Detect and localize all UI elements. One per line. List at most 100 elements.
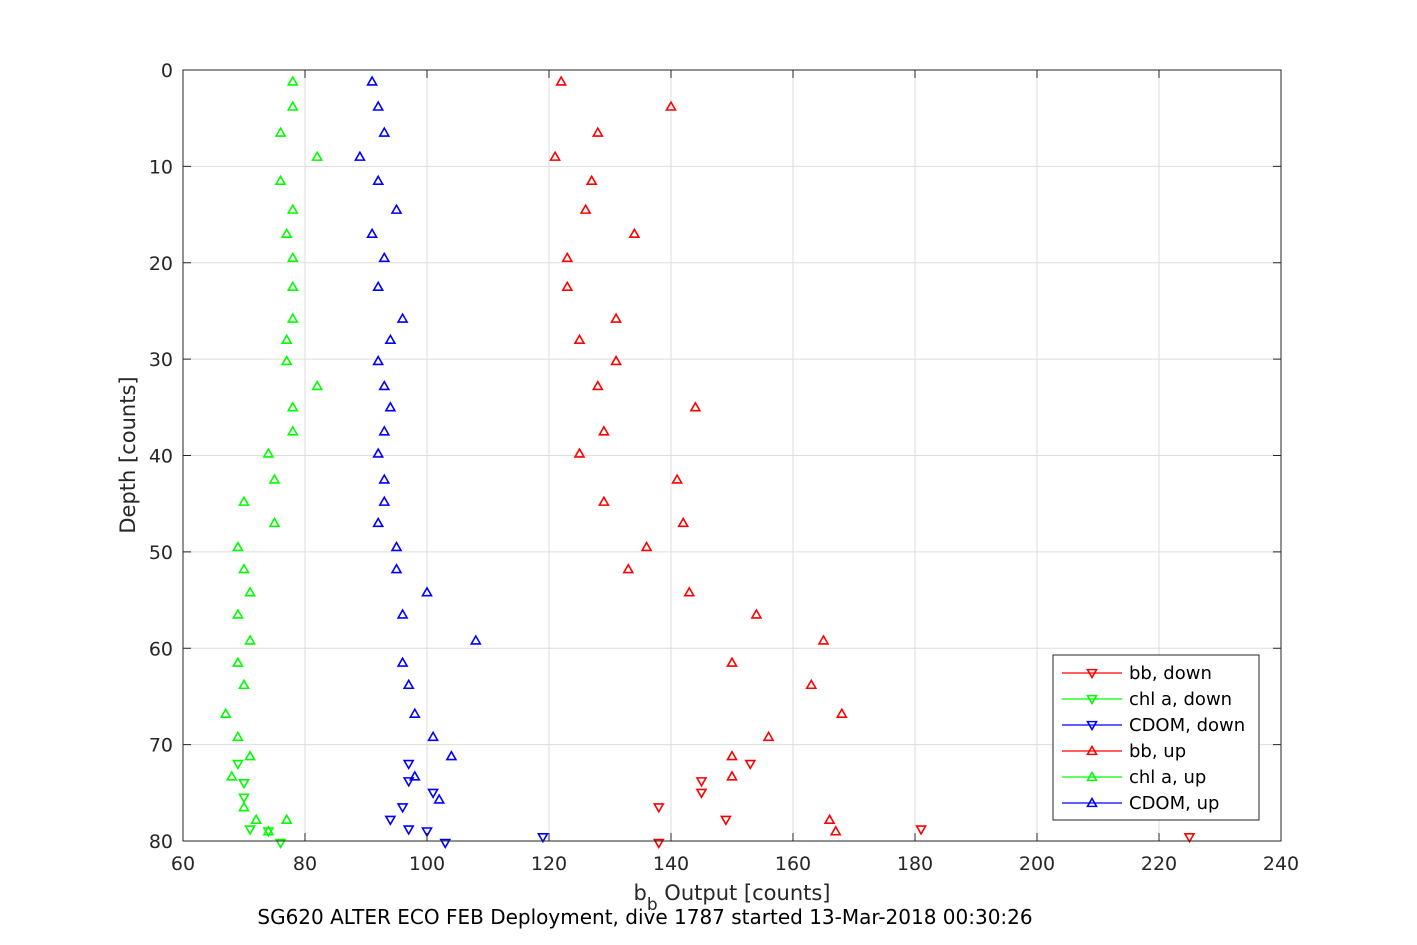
data-point (384, 815, 397, 826)
data-point (225, 770, 238, 781)
series-cdom-down (384, 759, 549, 850)
data-point (390, 563, 403, 574)
x-tick-label: 240 (1263, 853, 1299, 875)
data-point (695, 788, 708, 799)
data-point (238, 495, 250, 506)
data-point (372, 516, 385, 528)
y-tick-label: 10 (149, 156, 173, 178)
series-bb-up (549, 75, 848, 836)
data-point (390, 203, 403, 214)
data-point (573, 333, 586, 345)
data-point (622, 563, 635, 574)
data-point (280, 227, 293, 239)
x-axis-ticks: 60 80 100 120 140 160 180 200 220 240 (171, 70, 1299, 875)
data-point (286, 251, 299, 263)
data-point (683, 586, 696, 597)
legend: bb, down chl a, down CDOM, down bb, up chl a… (1052, 654, 1260, 821)
data-point (640, 540, 653, 552)
data-point (396, 656, 409, 667)
data-point (238, 563, 250, 574)
data-point (915, 825, 927, 836)
data-point (286, 100, 299, 111)
data-point (829, 825, 842, 836)
legend-item: CDOM, down (1062, 715, 1245, 736)
data-point (726, 750, 738, 761)
data-point (421, 586, 433, 597)
x-tick-label: 180 (897, 853, 933, 875)
y-tick-label: 80 (149, 831, 173, 853)
y-axis-label: Depth [counts] (116, 376, 140, 533)
data-point (262, 825, 275, 836)
data-point (280, 354, 293, 366)
data-point (610, 312, 622, 323)
data-point (823, 813, 836, 824)
legend-box (1052, 654, 1260, 821)
data-point (1183, 832, 1196, 844)
data-point (598, 425, 610, 436)
legend-item: chl a, down (1062, 689, 1232, 710)
data-point (274, 126, 287, 137)
data-point (665, 100, 677, 111)
data-point (232, 656, 244, 667)
legend-label: chl a, down (1129, 689, 1232, 710)
data-point (280, 813, 293, 824)
legend-item: bb, up (1062, 741, 1186, 762)
data-point (372, 354, 385, 366)
data-point (311, 379, 324, 391)
data-point (750, 608, 763, 619)
data-point (274, 174, 287, 186)
x-tick-label: 60 (171, 853, 195, 875)
data-point (598, 495, 610, 506)
data-point (537, 832, 549, 844)
legend-marker (1086, 694, 1098, 706)
data-point (232, 730, 244, 742)
data-point (445, 750, 458, 761)
data-point (579, 203, 592, 214)
y-axis-ticks: 0 10 20 30 40 50 60 70 80 (149, 60, 1281, 853)
y-tick-label: 60 (149, 638, 173, 660)
data-point (469, 634, 482, 645)
data-point (555, 75, 568, 86)
legend-marker (1086, 720, 1098, 732)
data-point (408, 770, 421, 781)
data-point (378, 425, 391, 436)
data-point (311, 150, 324, 161)
data-point (244, 750, 256, 761)
data-point (262, 447, 275, 458)
data-point (244, 586, 256, 597)
x-tick-label: 80 (293, 853, 317, 875)
data-point (274, 838, 287, 850)
legend-label: CDOM, up (1129, 793, 1219, 814)
y-tick-label: 50 (149, 542, 173, 564)
data-point (396, 608, 409, 619)
legend-label: CDOM, down (1129, 715, 1245, 736)
data-point (238, 778, 250, 790)
data-point (286, 312, 299, 323)
data-point (421, 827, 433, 838)
data-point (695, 777, 708, 788)
data-point (408, 707, 421, 718)
data-point (286, 203, 299, 214)
data-point (354, 150, 366, 161)
data-point (652, 838, 665, 850)
data-point (549, 150, 561, 161)
data-point (402, 777, 415, 788)
data-point (372, 447, 385, 458)
legend-marker (1086, 796, 1098, 808)
data-point (232, 759, 244, 771)
legend-item: CDOM, up (1062, 793, 1219, 814)
data-point (433, 793, 446, 804)
x-tick-label: 220 (1141, 853, 1177, 875)
data-point (378, 495, 391, 506)
data-marks (219, 75, 1196, 850)
data-point (396, 803, 409, 814)
data-point (726, 656, 738, 667)
data-point (427, 788, 439, 799)
x-tick-label: 160 (775, 853, 811, 875)
data-point (652, 803, 665, 814)
data-point (744, 759, 757, 771)
data-point (762, 730, 775, 742)
data-point (378, 473, 391, 484)
data-point (805, 678, 818, 690)
